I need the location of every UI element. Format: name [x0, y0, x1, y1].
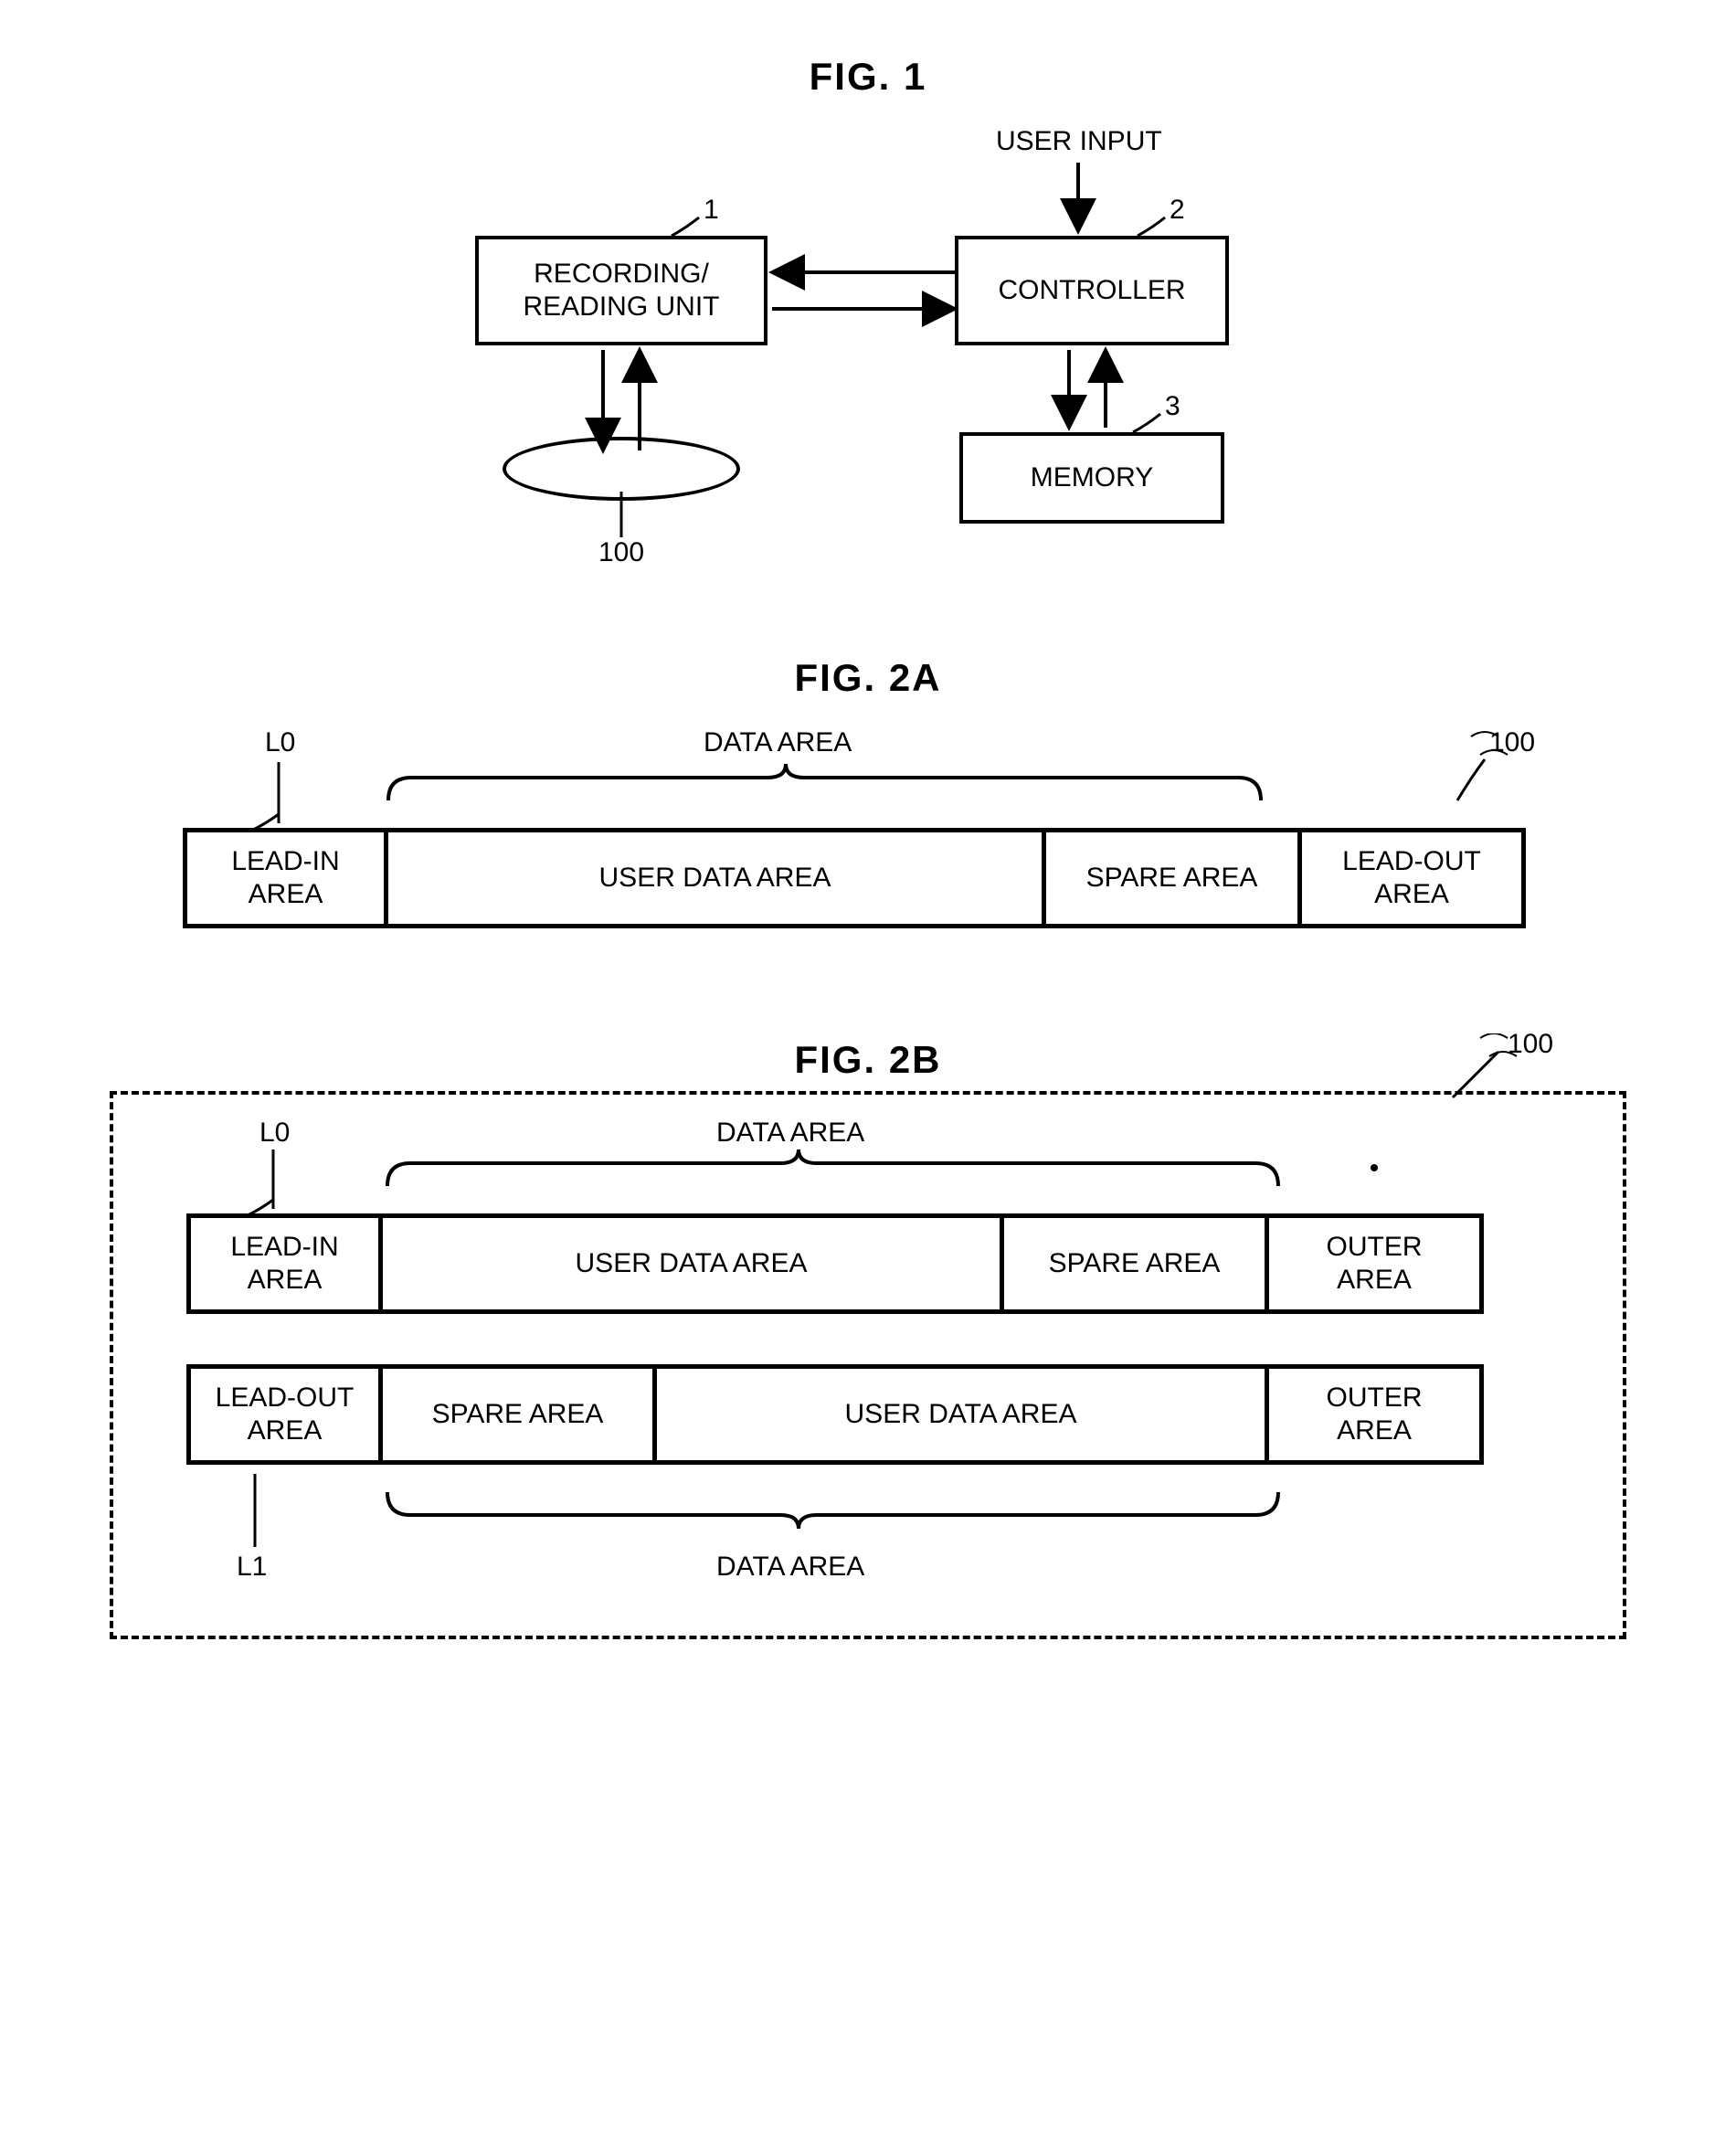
- fig2b-r2-spare: SPARE AREA: [383, 1369, 657, 1460]
- fig2b-r1-userdata: USER DATA AREA: [383, 1218, 1004, 1309]
- fig1-title: FIG. 1: [37, 55, 1699, 99]
- fig2b-l0-label: L0: [259, 1118, 290, 1149]
- fig2b-data-area-bottom: DATA AREA: [716, 1552, 864, 1583]
- fig2a-title: FIG. 2A: [37, 656, 1699, 700]
- user-input-label: USER INPUT: [996, 126, 1162, 157]
- fig2a-cell-leadin: LEAD-IN AREA: [187, 832, 388, 924]
- fig2b-title: FIG. 2B: [91, 1038, 1645, 1082]
- fig2a-cell-leadout: LEAD-OUT AREA: [1302, 832, 1521, 924]
- fig1-diagram: USER INPUT RECORDING/ READING UNIT CONTR…: [411, 126, 1325, 601]
- ref-2-label: 2: [1170, 195, 1185, 226]
- fig2b-r1-spare: SPARE AREA: [1004, 1218, 1269, 1309]
- fig2b-r1-outer: OUTER AREA: [1269, 1218, 1479, 1309]
- fig2a-cell-spare: SPARE AREA: [1046, 832, 1302, 924]
- fig2a-ref-100: 100: [1489, 727, 1535, 758]
- fig2b-r2-leadout: LEAD-OUT AREA: [191, 1369, 383, 1460]
- fig2b-container: L0 DATA AREA LEAD-IN AREA USER DATA AREA…: [110, 1091, 1626, 1639]
- fig1-connectors: [411, 126, 1325, 601]
- fig2b-r2-outer: OUTER AREA: [1269, 1369, 1479, 1460]
- disc-ellipse: [503, 437, 740, 501]
- fig2b-row1: LEAD-IN AREA USER DATA AREA SPARE AREA O…: [186, 1213, 1484, 1314]
- controller-box: CONTROLLER: [955, 236, 1229, 345]
- ref-100-label: 100: [598, 537, 644, 568]
- recording-reading-unit-box: RECORDING/ READING UNIT: [475, 236, 767, 345]
- fig2b-r1-leadin: LEAD-IN AREA: [191, 1218, 383, 1309]
- memory-box: MEMORY: [959, 432, 1224, 524]
- fig2b-data-area-top: DATA AREA: [716, 1118, 864, 1149]
- fig2a-strip: LEAD-IN AREA USER DATA AREA SPARE AREA L…: [183, 828, 1526, 928]
- fig2a-diagram: L0 DATA AREA 100 LEAD-IN AREA USER DATA …: [128, 727, 1608, 965]
- ref-1-label: 1: [704, 195, 719, 226]
- fig2b-l1-label: L1: [237, 1552, 267, 1583]
- ref-3-label: 3: [1165, 391, 1180, 422]
- fig2a-cell-userdata: USER DATA AREA: [388, 832, 1046, 924]
- fig2a-data-area-label: DATA AREA: [704, 727, 852, 758]
- fig2b-r2-userdata: USER DATA AREA: [657, 1369, 1269, 1460]
- fig2b-row2: LEAD-OUT AREA SPARE AREA USER DATA AREA …: [186, 1364, 1484, 1465]
- fig2a-l0-label: L0: [265, 727, 295, 758]
